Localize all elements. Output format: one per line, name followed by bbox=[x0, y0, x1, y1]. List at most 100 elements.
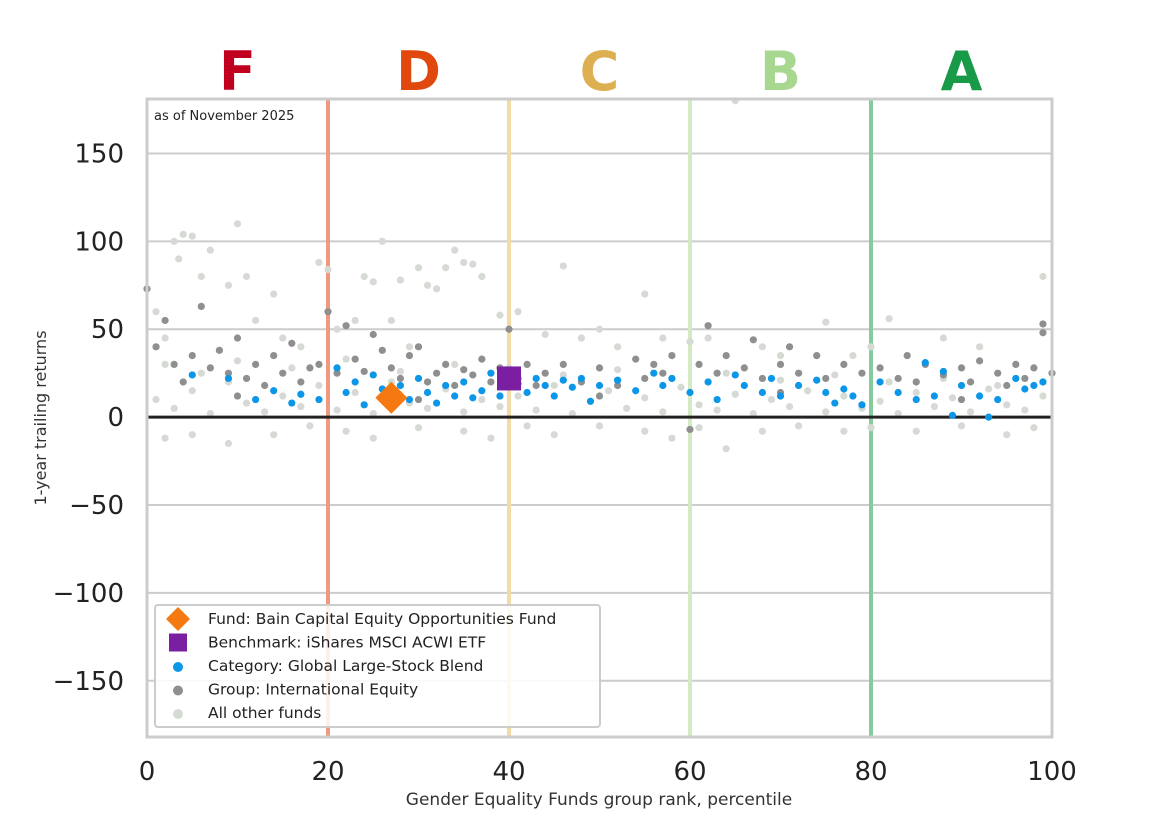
data-point bbox=[460, 366, 468, 374]
data-point bbox=[532, 406, 540, 414]
data-point bbox=[478, 272, 486, 281]
data-point bbox=[333, 364, 341, 372]
data-point bbox=[523, 422, 531, 430]
data-point bbox=[152, 343, 160, 351]
data-point bbox=[369, 410, 377, 418]
y-tick-label: −100 bbox=[53, 579, 124, 609]
data-point bbox=[795, 381, 803, 390]
data-point bbox=[351, 316, 359, 325]
data-point bbox=[288, 399, 296, 407]
data-point bbox=[876, 378, 884, 386]
data-point bbox=[659, 408, 667, 416]
grade-label-C: C bbox=[580, 40, 620, 103]
x-tick-label: 40 bbox=[492, 757, 525, 787]
legend-label: Category: Global Large-Stock Blend bbox=[208, 657, 483, 675]
data-point bbox=[378, 237, 386, 245]
data-point bbox=[568, 410, 576, 418]
data-point bbox=[405, 343, 414, 351]
data-point bbox=[849, 352, 857, 360]
data-point bbox=[930, 402, 938, 411]
data-point bbox=[288, 364, 296, 372]
data-point bbox=[206, 364, 214, 372]
data-point bbox=[333, 325, 341, 333]
data-point bbox=[369, 371, 377, 379]
data-point bbox=[822, 388, 830, 397]
legend-box bbox=[154, 604, 601, 728]
data-point bbox=[686, 425, 694, 434]
data-point bbox=[550, 381, 558, 390]
data-point bbox=[677, 383, 685, 391]
data-point bbox=[324, 308, 332, 316]
data-point bbox=[749, 410, 757, 418]
data-point bbox=[1030, 424, 1038, 432]
data-point bbox=[1039, 392, 1047, 400]
data-point bbox=[523, 388, 531, 397]
data-point bbox=[704, 322, 712, 330]
data-point bbox=[912, 427, 920, 435]
data-point bbox=[333, 406, 341, 414]
data-point bbox=[1030, 381, 1038, 390]
data-point bbox=[297, 402, 305, 411]
data-point bbox=[659, 369, 667, 377]
data-point bbox=[442, 381, 450, 390]
data-point bbox=[523, 360, 531, 368]
data-point bbox=[487, 378, 495, 386]
data-point bbox=[894, 410, 902, 418]
data-point bbox=[704, 334, 712, 342]
data-point bbox=[568, 383, 576, 391]
data-point bbox=[650, 369, 658, 377]
data-point bbox=[478, 387, 486, 395]
data-point bbox=[1039, 272, 1047, 281]
data-point bbox=[351, 378, 359, 386]
fund-marker bbox=[375, 381, 408, 414]
data-point bbox=[795, 369, 803, 377]
data-point bbox=[713, 406, 721, 414]
data-point bbox=[188, 352, 196, 360]
data-point bbox=[976, 343, 984, 351]
data-point bbox=[632, 355, 640, 363]
data-point bbox=[795, 422, 803, 430]
data-point bbox=[242, 399, 251, 407]
grade-label-B: B bbox=[760, 40, 801, 103]
data-point bbox=[559, 360, 567, 368]
data-point bbox=[559, 262, 567, 270]
benchmark-marker bbox=[497, 366, 521, 391]
data-point bbox=[505, 325, 513, 333]
data-point bbox=[206, 410, 214, 418]
data-point bbox=[152, 395, 160, 404]
data-point bbox=[396, 381, 404, 390]
data-point bbox=[595, 422, 604, 430]
data-point bbox=[731, 371, 739, 379]
data-point bbox=[722, 352, 730, 360]
data-point bbox=[831, 399, 839, 407]
data-point bbox=[487, 369, 495, 377]
data-point bbox=[722, 369, 730, 377]
data-point bbox=[731, 390, 739, 398]
data-point bbox=[233, 392, 242, 400]
y-tick-label: −150 bbox=[53, 667, 124, 697]
data-point bbox=[541, 381, 549, 390]
data-point bbox=[1030, 364, 1038, 372]
legend-marker bbox=[173, 662, 183, 672]
data-point bbox=[541, 369, 549, 377]
data-point bbox=[179, 230, 187, 238]
data-point bbox=[252, 395, 260, 404]
data-point bbox=[414, 395, 423, 404]
data-point bbox=[342, 388, 350, 397]
data-point bbox=[369, 278, 377, 286]
data-point bbox=[342, 322, 350, 330]
data-point bbox=[840, 385, 848, 393]
data-point bbox=[270, 387, 278, 395]
legend-label: Group: International Equity bbox=[208, 681, 418, 699]
data-point bbox=[532, 374, 540, 383]
data-point bbox=[233, 220, 242, 228]
data-point bbox=[840, 392, 848, 400]
data-point bbox=[306, 364, 314, 372]
data-point bbox=[288, 339, 296, 347]
data-point bbox=[360, 401, 368, 409]
data-point bbox=[396, 276, 404, 284]
data-point bbox=[252, 360, 260, 368]
data-point bbox=[423, 388, 432, 397]
data-point bbox=[1039, 320, 1047, 328]
data-point bbox=[994, 395, 1002, 404]
